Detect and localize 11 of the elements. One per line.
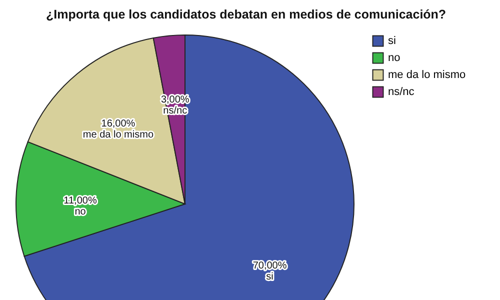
slice-label: me da lo mismo: [82, 129, 154, 140]
data-label: 11,00%: [64, 196, 97, 207]
chart-title: ¿Importa que los candidatos debatan en medios de comunicación?: [46, 8, 446, 22]
data-label: 70,00%: [252, 260, 287, 272]
data-label: 16,00%: [101, 118, 136, 130]
slice-label: si: [266, 272, 274, 283]
slice-label: no: [74, 206, 86, 218]
legend-label: no: [388, 52, 400, 64]
legend-label: ns/nc: [388, 86, 415, 98]
legend-label: si: [388, 35, 396, 47]
legend-label: me da lo mismo: [388, 69, 466, 81]
